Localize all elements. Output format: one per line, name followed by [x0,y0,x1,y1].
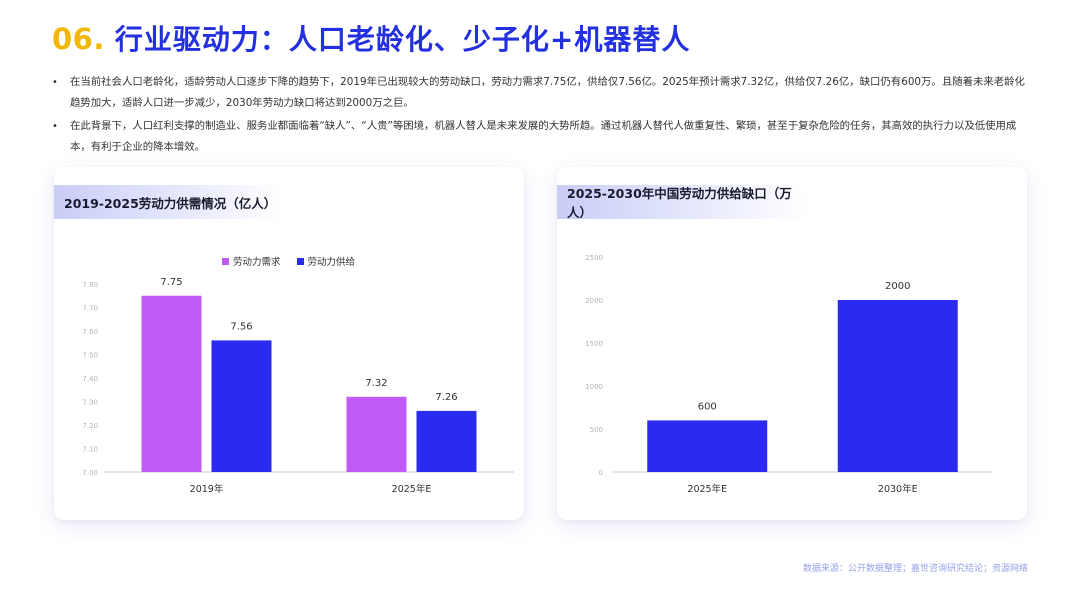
chart-legend: 劳动力需求 劳动力供给 [222,254,355,268]
labor-gap-chart-card: 2025-2030年中国劳动力供给缺口（万人） 0 500 1000 1500 2000… [557,167,1027,520]
chart-title: 2019-2025劳动力供需情况（亿人） [54,185,284,219]
legend-label: 劳动力供给 [307,257,356,268]
y-tick-label: 500 [590,426,603,434]
data-label: 600 [698,401,717,412]
section-number: 06. [52,22,105,56]
bullet-item: 在当前社会人口老龄化，适龄劳动人口逐步下降的趋势下，2019年已出现较大的劳动缺… [52,72,1030,114]
supply-demand-chart-card: 2019-2025劳动力供需情况（亿人） 劳动力需求 劳动力供给 7.00 7.1… [54,167,524,520]
section-title: 行业驱动力：人口老龄化、少子化+机器替人 [114,23,691,56]
bar-b [211,340,272,472]
y-tick-label: 2500 [585,254,603,262]
y-tick-label: 7.50 [82,352,98,360]
y-tick-label: 7.10 [82,446,98,454]
page-title: 06. 行业驱动力：人口老龄化、少子化+机器替人 [52,18,690,62]
legend-item-supply: 劳动力供给 [296,254,356,268]
y-tick-label: 7.00 [82,469,98,477]
bar-a [837,300,958,472]
y-tick-label: 1000 [585,383,603,391]
data-label: 7.56 [230,321,252,332]
y-tick-label: 7.30 [82,399,98,407]
y-tick-label: 7.40 [82,375,98,383]
data-source-note: 数据来源：公开数据整理；嘉世咨询研究结论；资源网络 [802,564,1028,574]
bullet-item: 在此背景下，人口红利支撑的制造业、服务业都面临着“缺人”、“人贵”等困境，机器人… [52,116,1030,158]
bar-a [141,295,202,472]
data-label: 2000 [885,281,910,292]
supply-demand-bar-chart: 7.00 7.10 7.20 7.30 7.40 7.50 7.60 7.70 7.80 7.75… [82,277,514,495]
data-label: 7.75 [160,277,182,288]
y-tick-label: 0 [599,469,603,477]
bar-a [647,420,768,472]
x-tick-label: 2019年 [190,483,224,495]
labor-gap-bar-chart: 0 500 1000 1500 2000 2500 600 2025年E 2000 2030年E [585,254,993,495]
y-tick-label: 7.80 [82,281,98,289]
bar-b [416,410,477,472]
x-tick-label: 2025年E [392,483,432,495]
y-tick-label: 2000 [585,297,603,305]
y-tick-label: 7.70 [82,305,98,313]
x-tick-label: 2025年E [687,483,727,495]
data-label: 7.32 [365,378,387,389]
legend-item-demand: 劳动力需求 [222,254,281,268]
y-tick-label: 7.60 [82,328,98,336]
legend-label: 劳动力需求 [233,257,281,268]
y-tick-label: 1500 [585,340,603,348]
data-label: 7.26 [435,392,457,403]
x-tick-label: 2030年E [878,483,918,495]
y-tick-label: 7.20 [82,422,98,430]
legend-swatch-demand [222,257,229,265]
bar-a [346,396,407,472]
chart-title: 2025-2030年中国劳动力供给缺口（万人） [557,185,807,220]
bullet-list: 在当前社会人口老龄化，适龄劳动人口逐步下降的趋势下，2019年已出现较大的劳动缺… [52,72,1030,160]
legend-swatch-supply [296,257,304,265]
